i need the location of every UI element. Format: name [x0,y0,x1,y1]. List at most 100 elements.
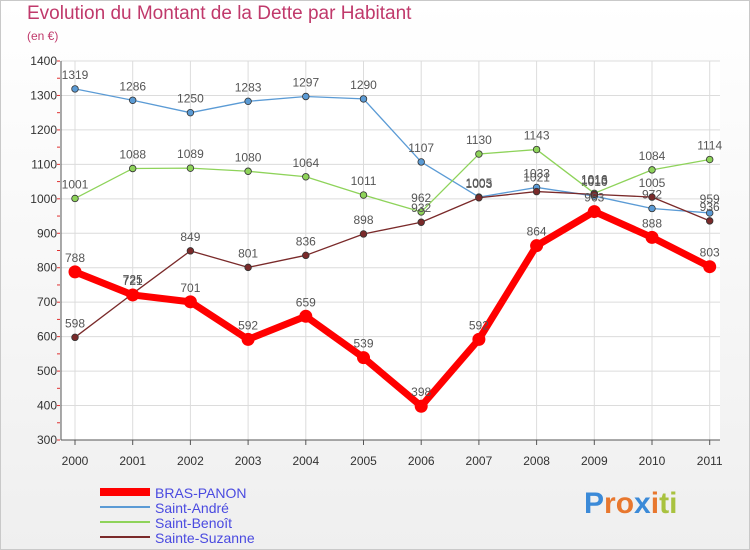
x-tick-label: 2008 [523,454,550,468]
data-point [186,108,195,117]
x-tick-label: 2007 [466,454,493,468]
chart-unit: (en €) [27,29,59,43]
data-label: 1319 [62,68,89,82]
proxiti-logo: Proxiti [584,487,677,521]
data-point [126,288,140,302]
data-point [357,351,370,365]
data-point [71,333,79,342]
data-point [590,190,598,199]
data-label: 1084 [639,149,666,163]
data-label: 592 [238,318,258,332]
data-point [532,145,541,154]
x-tick-label: 2005 [350,454,377,468]
data-label: 598 [65,316,85,330]
data-label: 539 [353,337,373,351]
y-tick-label: 300 [37,433,57,447]
data-label: 1130 [466,133,492,147]
logo-letter: t [659,487,670,520]
data-label: 1250 [177,92,204,106]
data-label: 1143 [524,129,550,143]
data-point [645,230,659,244]
series-line-bras-panon [71,208,714,410]
data-point [302,173,310,181]
x-tick-label: 2003 [235,454,262,468]
chart-title: Evolution du Montant de la Dette par Hab… [27,3,412,24]
data-point [359,191,368,199]
data-point [417,158,425,166]
data-point [532,187,541,196]
y-tick-label: 1100 [31,157,57,171]
data-point [414,399,428,413]
data-label: 963 [584,191,604,205]
data-label: 888 [642,216,662,230]
data-point [648,204,656,213]
logo-letter: o [615,487,635,520]
data-label: 936 [700,200,720,214]
data-point [299,309,313,323]
logo-letter: x [634,487,651,520]
logo-letter: i [650,487,660,520]
data-point [706,217,714,225]
data-label: 1011 [351,174,377,188]
data-label: 801 [238,246,258,260]
data-label: 803 [700,246,720,260]
y-tick-label: 1200 [30,123,57,137]
y-tick-label: 1300 [30,88,57,102]
data-point [186,247,195,255]
data-label: 959 [700,192,720,206]
series-line-saint-andré [74,88,711,214]
data-label: 932 [411,201,431,215]
data-label: 864 [527,225,547,239]
data-label: 1021 [523,171,550,185]
data-label: 898 [353,213,373,227]
y-tick-label: 800 [37,261,57,275]
data-point [706,209,714,217]
y-tick-label: 400 [37,399,57,413]
data-label: 1089 [177,147,204,161]
legend-label: BRAS-PANON [155,485,247,501]
data-label: 1290 [350,78,377,92]
data-label: 725 [123,273,143,287]
data-point [186,164,195,172]
data-label: 398 [411,385,431,399]
data-point [417,208,425,216]
data-point [128,96,137,104]
data-label: 1003 [466,177,493,191]
data-point [302,251,310,260]
data-label: 1107 [408,141,434,155]
y-tick-label: 500 [37,364,57,378]
data-point [648,166,656,174]
data-label: 1080 [235,150,262,164]
data-point [417,218,425,226]
data-label: 721 [123,274,143,288]
data-point [244,167,252,175]
data-point [241,332,255,346]
data-label: 1033 [523,166,550,180]
logo-letter: P [584,487,605,520]
data-point [475,194,483,202]
x-tick-label: 2006 [408,454,435,468]
data-point [472,332,486,346]
data-point [302,92,310,101]
data-label: 836 [296,234,316,248]
legend-label: Saint-Benoît [155,515,232,531]
logo-letter: i [669,487,678,520]
data-label: 1005 [639,176,666,190]
data-point [359,230,368,238]
y-tick-label: 900 [37,226,57,240]
x-tick-label: 2002 [177,454,204,468]
x-tick-label: 2011 [697,454,723,468]
data-label: 1286 [119,79,146,93]
logo-letter: r [604,487,616,520]
data-point [359,95,368,103]
data-label: 592 [469,318,489,332]
x-tick-label: 2001 [119,454,146,468]
data-point [475,150,483,158]
y-tick-label: 1400 [30,54,57,68]
series-line-sainte-suzanne [74,190,711,338]
data-point [244,263,252,272]
data-point [71,194,79,203]
x-tick-label: 2000 [62,454,89,468]
data-point [244,97,252,106]
data-label: 788 [65,251,85,265]
